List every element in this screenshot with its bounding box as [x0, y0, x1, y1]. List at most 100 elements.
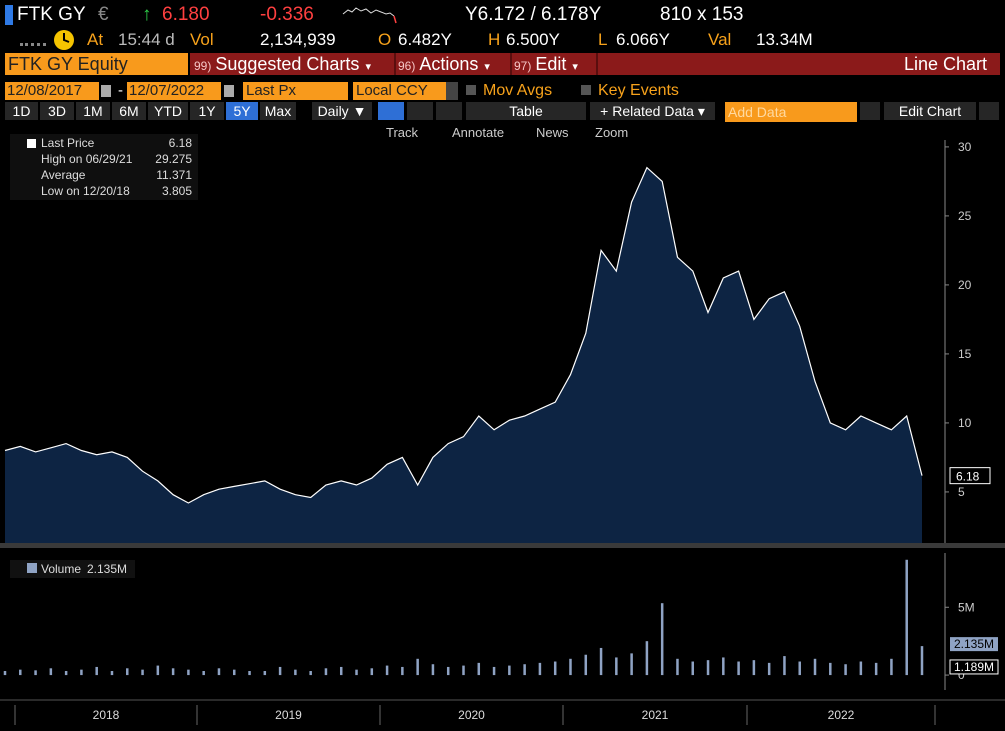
- period-button[interactable]: 3D: [40, 102, 74, 120]
- y-tick-label: 20: [958, 278, 972, 292]
- legend-label: Low on 12/20/18: [41, 184, 130, 198]
- end-date[interactable]: 12/07/2022: [127, 82, 221, 100]
- value-label: 1.189M: [954, 660, 994, 674]
- value: 6.066Y: [616, 30, 670, 49]
- period-button[interactable]: 6M: [112, 102, 146, 120]
- checkbox-label: Key Events: [598, 82, 679, 99]
- settings-gear[interactable]: [979, 102, 999, 120]
- currency: €: [98, 4, 109, 25]
- volume-bar: [584, 654, 588, 676]
- field-select[interactable]: Last Px: [243, 82, 348, 100]
- start-date[interactable]: 12/08/2017: [5, 82, 99, 100]
- volume-bar: [156, 665, 160, 676]
- volume-bar: [324, 668, 328, 676]
- volume-bar: [676, 658, 679, 676]
- volume-bar: [339, 666, 343, 676]
- price-area: [5, 167, 922, 543]
- volume-bar: [660, 603, 664, 676]
- volume-bar: [752, 660, 756, 676]
- menu-item[interactable]: 99) Suggested Charts ▾: [194, 53, 396, 75]
- menu-label: Suggested Charts: [215, 54, 360, 74]
- y-tick-label: 0: [958, 668, 965, 682]
- volume-bar: [233, 669, 236, 676]
- volume-bar: [171, 668, 175, 676]
- volume-bar: [645, 641, 649, 676]
- ticker-marker: [5, 5, 13, 25]
- up-arrow: ↑: [142, 4, 152, 25]
- volume-bar: [890, 658, 893, 676]
- label: Val: [708, 30, 732, 49]
- related-data[interactable]: + Related Data ▾: [590, 102, 715, 120]
- period-button[interactable]: 1M: [76, 102, 110, 120]
- table-button[interactable]: Table: [466, 102, 586, 120]
- volume-bar: [126, 668, 129, 676]
- tool-button[interactable]: Zoom: [595, 125, 629, 140]
- edit-chart[interactable]: Edit Chart: [884, 102, 976, 120]
- period-button[interactable]: 5Y: [226, 102, 258, 120]
- change: -0.336: [260, 4, 314, 25]
- size: 810 x 153: [660, 4, 744, 25]
- checkbox[interactable]: [466, 85, 476, 95]
- legend-value: 3.805: [162, 184, 192, 198]
- volume-bar: [294, 669, 297, 676]
- label: At: [87, 30, 104, 49]
- volume-bar: [844, 664, 847, 676]
- currency-select[interactable]: Local CCY: [353, 82, 446, 100]
- volume-bar: [80, 669, 83, 676]
- volume-bar: [737, 661, 740, 676]
- add-data-input[interactable]: Add Data: [725, 102, 857, 122]
- volume-bar: [416, 658, 419, 676]
- legend-swatch: [27, 139, 36, 148]
- checkbox[interactable]: [581, 85, 591, 95]
- period-button[interactable]: 1Y: [190, 102, 224, 120]
- dropdown-arrow[interactable]: [446, 82, 458, 100]
- y-tick-label: 10: [958, 416, 972, 430]
- period-button[interactable]: 1D: [5, 102, 38, 120]
- volume-bar: [217, 668, 221, 676]
- volume-bar: [477, 662, 481, 676]
- label: L: [598, 30, 608, 49]
- period-button[interactable]: YTD: [148, 102, 188, 120]
- checkbox-label: Mov Avgs: [483, 82, 553, 99]
- calendar-icon[interactable]: [224, 85, 234, 97]
- volume-bar: [783, 656, 786, 676]
- tool-button[interactable]: Track: [386, 125, 419, 140]
- volume-bar: [19, 669, 22, 676]
- volume-bar: [615, 657, 618, 676]
- menu-caret: ▾: [365, 61, 371, 73]
- legend-label: Volume: [41, 562, 81, 576]
- volume-bar: [706, 660, 710, 676]
- volume-bar: [553, 661, 557, 676]
- menu-item[interactable]: 97) Edit ▾: [514, 53, 598, 75]
- line-icon[interactable]: [378, 102, 404, 120]
- volume-bar: [309, 671, 312, 676]
- volume-bar: [278, 666, 282, 676]
- x-tick-label: 2021: [642, 708, 669, 722]
- calendar-icon[interactable]: [101, 85, 111, 97]
- menu-label: Actions: [419, 54, 479, 74]
- volume-bar: [431, 664, 435, 676]
- value: 2,134,939: [260, 30, 336, 49]
- menu-item[interactable]: 96) Actions ▾: [398, 53, 512, 75]
- y-tick-label: 5M: [958, 600, 975, 614]
- frequency[interactable]: Daily ▼: [312, 102, 372, 120]
- label: O: [378, 30, 392, 49]
- collapse[interactable]: [860, 102, 880, 120]
- menu-number: 97): [514, 59, 532, 73]
- bar-icon[interactable]: [407, 102, 433, 120]
- period-button[interactable]: Max: [260, 102, 296, 120]
- volume-bar: [248, 671, 251, 676]
- volume-bar: [599, 647, 603, 676]
- security-input[interactable]: FTK GY Equity: [5, 53, 188, 75]
- clock-icon: [54, 30, 74, 50]
- tool-button[interactable]: Annotate: [452, 125, 505, 140]
- sparkline: [342, 7, 397, 24]
- dropdown[interactable]: [436, 102, 462, 120]
- x-tick-label: 2022: [828, 708, 855, 722]
- panel-divider: [0, 543, 1005, 548]
- tool-button[interactable]: News: [536, 125, 569, 140]
- legend-swatch: [27, 563, 37, 573]
- volume-bar: [569, 658, 572, 676]
